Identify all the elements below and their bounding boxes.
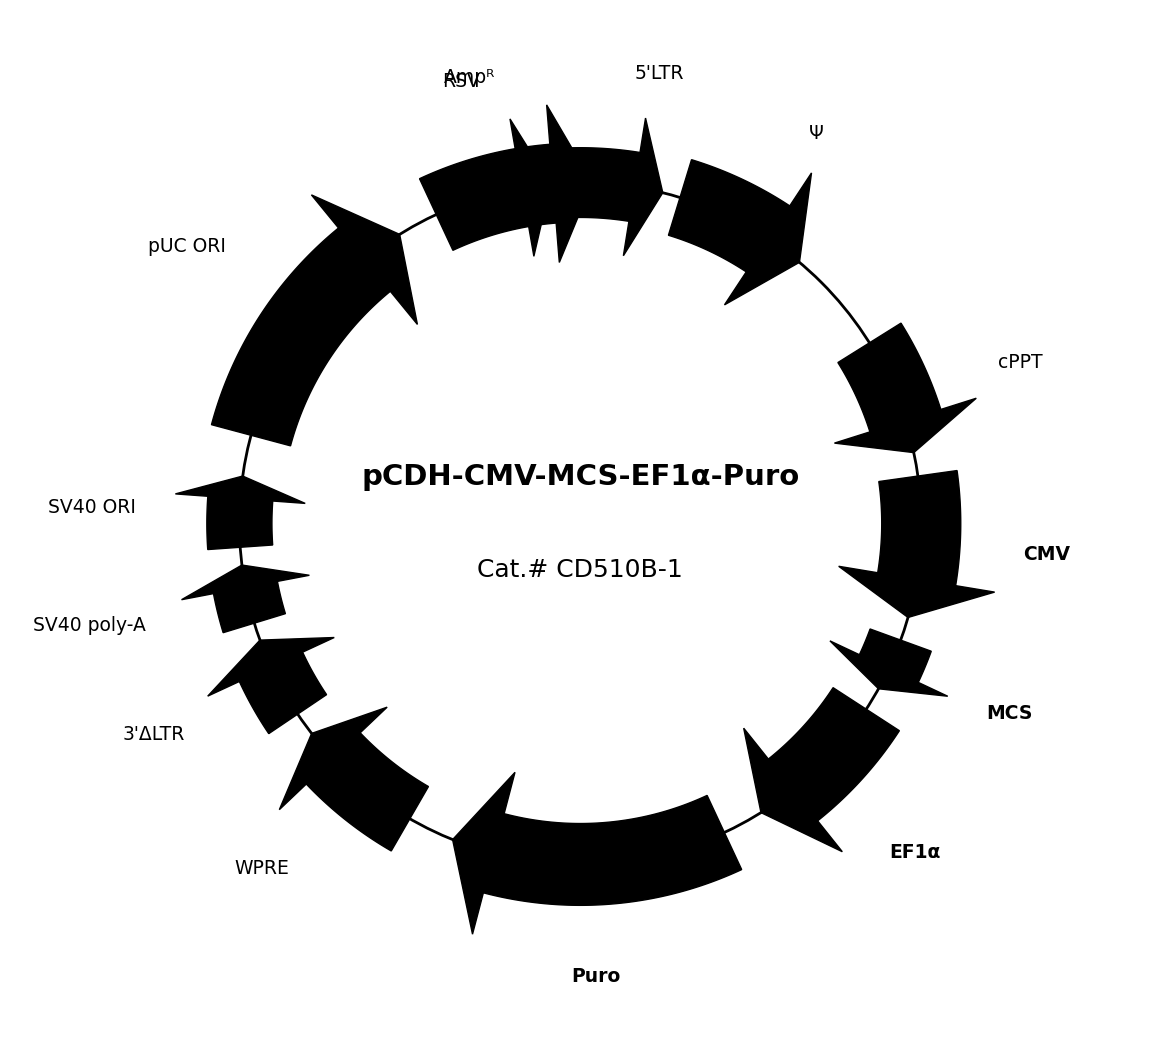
Polygon shape [207,496,273,550]
Text: RSV: RSV [442,71,480,91]
Polygon shape [208,638,334,696]
Text: SV40 poly-A: SV40 poly-A [32,616,146,634]
Polygon shape [839,566,995,618]
Polygon shape [830,641,948,696]
Polygon shape [484,796,742,906]
Text: 3'ΔLTR: 3'ΔLTR [123,726,184,744]
Text: CMV: CMV [1024,545,1070,564]
Polygon shape [878,470,960,585]
Polygon shape [307,733,428,851]
Polygon shape [510,119,551,257]
Polygon shape [768,688,899,821]
Polygon shape [182,565,309,600]
Polygon shape [546,105,592,263]
Polygon shape [744,728,842,851]
Text: EF1α: EF1α [889,843,941,862]
Text: Ampᴿ: Ampᴿ [444,68,495,87]
Text: Ψ: Ψ [809,124,824,142]
Text: 5'LTR: 5'LTR [634,64,684,83]
Text: cPPT: cPPT [997,353,1042,372]
Polygon shape [567,148,640,221]
Polygon shape [311,195,418,325]
Polygon shape [214,581,286,632]
Text: MCS: MCS [986,705,1032,723]
Polygon shape [452,773,515,934]
Polygon shape [239,652,326,734]
Text: SV40 ORI: SV40 ORI [49,498,137,517]
Polygon shape [279,707,388,809]
Polygon shape [669,160,790,272]
Polygon shape [834,398,977,452]
Polygon shape [464,153,528,232]
Text: Cat.# CD510B-1: Cat.# CD510B-1 [478,558,683,582]
Polygon shape [420,144,557,250]
Polygon shape [860,629,931,683]
Polygon shape [176,476,305,504]
Text: Puro: Puro [572,967,620,986]
Polygon shape [838,324,941,431]
Text: WPRE: WPRE [234,859,289,877]
Polygon shape [724,173,811,305]
Text: pCDH-CMV-MCS-EF1α-Puro: pCDH-CMV-MCS-EF1α-Puro [361,463,799,491]
Text: pUC ORI: pUC ORI [148,238,226,257]
Polygon shape [212,228,390,446]
Polygon shape [624,118,663,255]
